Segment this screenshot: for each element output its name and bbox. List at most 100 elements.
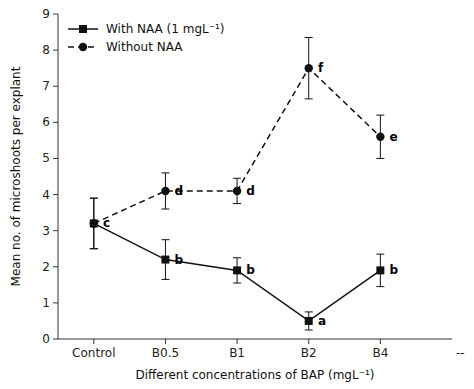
- error-bar: [305, 37, 313, 98]
- point-label: b: [175, 253, 184, 267]
- error-bar-cap: [305, 37, 313, 38]
- plot-area: [90, 37, 385, 330]
- error-bar-cap: [376, 254, 384, 255]
- error-bar-cap: [376, 115, 384, 116]
- y-tick-label: 8: [42, 43, 50, 57]
- data-point: [161, 187, 169, 195]
- axes: 0 1 2 3 4 5 6 7 8 9 Control B0.5 B1 B2 B4: [42, 7, 452, 360]
- x-tick-label: B4: [372, 346, 388, 360]
- legend-marker: [79, 25, 87, 33]
- point-label: f: [318, 61, 324, 75]
- series: [90, 198, 385, 330]
- error-bar-cap: [90, 198, 98, 199]
- legend-label: Without NAA: [106, 40, 183, 54]
- point-label: a: [318, 314, 326, 328]
- background: [0, 0, 474, 389]
- point-label: d: [246, 184, 255, 198]
- y-tick: [53, 86, 58, 87]
- data-point: [305, 317, 313, 325]
- x-tick: [237, 339, 238, 344]
- series-line: [94, 68, 381, 223]
- error-bar-cap: [161, 279, 169, 280]
- y-tick-label: 4: [42, 188, 50, 202]
- x-tick: [165, 339, 166, 344]
- y-tick: [53, 50, 58, 51]
- error-bar-cap: [161, 209, 169, 210]
- y-tick-label: 2: [42, 260, 50, 274]
- data-point: [90, 219, 98, 227]
- data-point: [90, 219, 98, 227]
- y-tick-label: 9: [42, 7, 50, 21]
- error-bar-cap: [376, 286, 384, 287]
- error-bar: [376, 254, 384, 287]
- y-tick: [53, 302, 58, 303]
- y-axis-title: Mean no. of microshoots per explant: [9, 66, 23, 286]
- x-tick-label: Control: [72, 346, 115, 360]
- point-label: d: [175, 184, 184, 198]
- error-bar-cap: [161, 239, 169, 240]
- y-tick: [53, 14, 58, 15]
- x-end-annotation: --: [456, 346, 465, 360]
- x-tick: [93, 339, 94, 344]
- series-line: [94, 223, 381, 321]
- y-tick: [53, 266, 58, 267]
- legend-label: With NAA (1 mgL⁻¹): [106, 22, 225, 36]
- x-tick: [308, 339, 309, 344]
- legend-item: With NAA (1 mgL⁻¹): [68, 22, 225, 36]
- y-tick-label: 1: [42, 296, 50, 310]
- y-tick: [53, 158, 58, 159]
- x-axis-line: [58, 339, 452, 340]
- error-bar-cap: [233, 257, 241, 258]
- error-bar: [305, 312, 313, 330]
- x-tick: [380, 339, 381, 344]
- error-bar: [161, 240, 169, 280]
- point-label: b: [390, 263, 399, 277]
- x-tick-label: B0.5: [152, 346, 179, 360]
- y-tick: [53, 230, 58, 231]
- error-bar-cap: [305, 311, 313, 312]
- error-bar: [90, 198, 98, 249]
- error-bar-cap: [305, 98, 313, 99]
- error-bar: [90, 198, 98, 249]
- data-point: [376, 133, 384, 141]
- y-tick: [53, 194, 58, 195]
- error-bar-cap: [90, 248, 98, 249]
- error-bar: [233, 178, 241, 203]
- error-bar-cap: [305, 329, 313, 330]
- y-tick: [53, 339, 58, 340]
- point-label: e: [390, 130, 398, 144]
- y-tick-label: 3: [42, 224, 50, 238]
- x-tick-label: B1: [229, 346, 245, 360]
- data-point: [305, 64, 313, 72]
- legend: With NAA (1 mgL⁻¹) Without NAA: [68, 22, 225, 54]
- y-tick-label: 5: [42, 151, 50, 165]
- error-bar-cap: [161, 172, 169, 173]
- chart: 0 1 2 3 4 5 6 7 8 9 Control B0.5 B1 B2 B4 -- Different c…: [0, 0, 474, 389]
- x-axis-title: Different concentrations of BAP (mgL⁻¹): [136, 368, 375, 382]
- point-label: c: [103, 216, 110, 230]
- y-tick-label: 0: [42, 332, 50, 346]
- point-label: b: [246, 263, 255, 277]
- error-bar-cap: [376, 158, 384, 159]
- error-bar: [376, 115, 384, 158]
- error-bar-cap: [90, 248, 98, 249]
- data-point: [233, 187, 241, 195]
- error-bar-cap: [233, 203, 241, 204]
- y-tick: [53, 122, 58, 123]
- data-point: [161, 256, 169, 264]
- series: [90, 37, 385, 248]
- error-bar: [233, 258, 241, 283]
- y-axis-line: [58, 14, 59, 339]
- y-tick-label: 6: [42, 115, 50, 129]
- y-tick-label: 7: [42, 79, 50, 93]
- data-point: [376, 266, 384, 274]
- error-bar-cap: [233, 178, 241, 179]
- x-tick-label: B2: [301, 346, 317, 360]
- legend-item: Without NAA: [68, 40, 183, 54]
- error-bar-cap: [90, 198, 98, 199]
- data-point: [233, 266, 241, 274]
- point-labels: c b b a b d d f e: [103, 61, 399, 328]
- legend-marker: [79, 43, 87, 51]
- error-bar-cap: [233, 283, 241, 284]
- error-bar: [161, 173, 169, 209]
